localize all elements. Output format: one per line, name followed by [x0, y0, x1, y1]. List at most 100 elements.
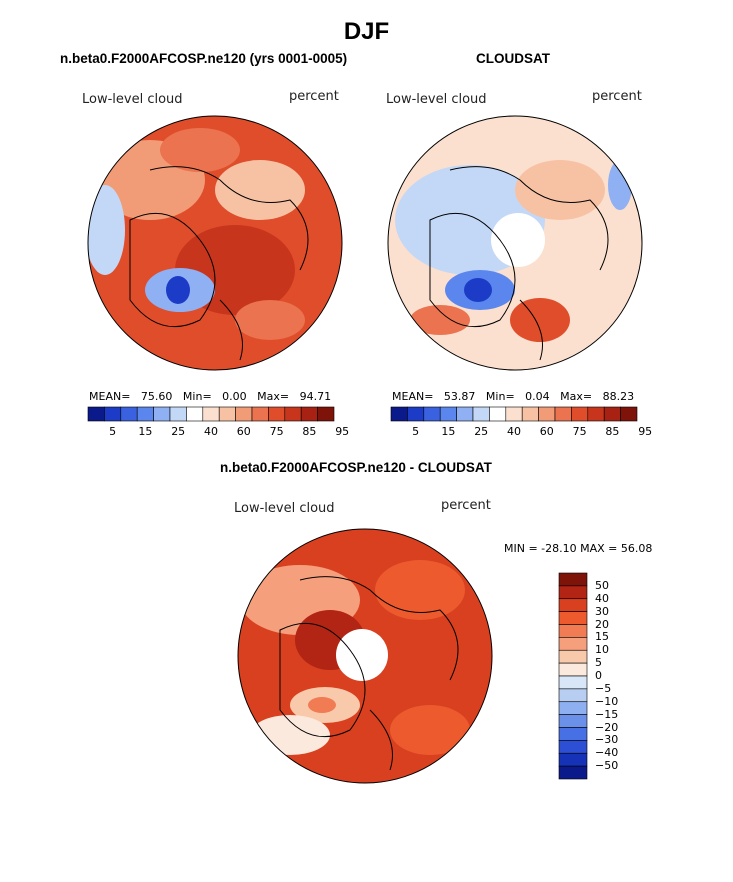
colorbar-swatch [136, 406, 154, 422]
colorbar-swatch [620, 406, 638, 422]
mean-label: MEAN= [89, 390, 131, 403]
colorbar-tick-label: 5 [109, 425, 117, 438]
colorbar-tick-label: 85 [605, 425, 620, 438]
colorbar-tick-label: −50 [595, 759, 619, 773]
min-value: 0.00 [222, 390, 247, 403]
colorbar-swatch [456, 406, 474, 422]
max-label: Max= [560, 390, 593, 403]
colorbar-swatch [300, 406, 318, 422]
colorbar-swatch [558, 585, 588, 600]
colorbar-swatch [558, 727, 588, 741]
panel2-label-left: Low-level cloud [386, 92, 487, 107]
mean-label: MEAN= [392, 390, 434, 403]
colorbar-tick-label: 75 [269, 425, 284, 438]
colorbar-swatch [87, 406, 105, 422]
colorbar-tick-label: −10 [595, 694, 619, 708]
colorbar-tick-label: 15 [441, 425, 456, 438]
colorbar-cloudsat [390, 406, 638, 422]
colorbar-swatch [317, 406, 335, 422]
panel3-minmax: MIN = -28.10 MAX = 56.08 [504, 542, 653, 555]
colorbar-swatch [251, 406, 269, 422]
colorbar-model [87, 406, 335, 422]
colorbar-swatch [558, 701, 588, 715]
colorbar-swatch [104, 406, 122, 422]
colorbar-tick-label: 85 [302, 425, 317, 438]
colorbar-swatch [268, 406, 286, 422]
colorbar-tick-label: 60 [236, 425, 251, 438]
colorbar-tick-label: 25 [474, 425, 489, 438]
colorbar-tick-label: 5 [412, 425, 420, 438]
colorbar-swatch [472, 406, 490, 422]
colorbar-tick-label: 10 [595, 643, 609, 657]
colorbar-swatch [558, 752, 588, 767]
colorbar-swatch [505, 406, 523, 422]
colorbar-swatch [558, 611, 588, 625]
panel1-label-right: percent [289, 89, 339, 104]
panel1-label-left: Low-level cloud [82, 92, 183, 107]
colorbar-swatch [489, 406, 507, 422]
colorbar-tick-label: −20 [595, 720, 619, 734]
colorbar-tick-label: 95 [335, 425, 350, 438]
max-value: 88.23 [602, 390, 635, 403]
colorbar-tick-label: −40 [595, 746, 619, 760]
colorbar-swatch [202, 406, 220, 422]
colorbar-swatch [284, 406, 302, 422]
colorbar-swatch [439, 406, 457, 422]
colorbar-tick-label: 95 [638, 425, 653, 438]
colorbar-swatch [169, 406, 187, 422]
colorbar-swatch [558, 637, 588, 651]
colorbar-tick-label: −15 [595, 707, 619, 721]
mean-value: 53.87 [443, 390, 476, 403]
colorbar-tick-label: −5 [595, 681, 612, 695]
colorbar-tick-label: 60 [539, 425, 554, 438]
max-value: 94.71 [299, 390, 332, 403]
colorbar-tick-label: 40 [507, 425, 521, 438]
colorbar-swatch [423, 406, 441, 422]
panel2-label-right: percent [592, 89, 642, 104]
colorbar-tick-label: 30 [595, 604, 609, 618]
colorbar-swatch [186, 406, 204, 422]
colorbar-swatch [571, 406, 589, 422]
colorbar-swatch [558, 662, 588, 677]
panel3-label-right: percent [441, 498, 491, 513]
colorbar-swatch [603, 406, 621, 422]
colorbar-tick-label: 5 [595, 656, 602, 670]
colorbar-tick-label: 40 [204, 425, 218, 438]
colorbar-swatch [558, 675, 588, 690]
colorbar-swatch [554, 406, 572, 422]
colorbar-swatch [558, 688, 588, 703]
mean-value: 75.60 [140, 390, 173, 403]
colorbar-swatch [558, 598, 588, 612]
colorbar-tick-label: −30 [595, 733, 619, 747]
colorbar-swatch [558, 572, 588, 587]
panel2-heading: CLOUDSAT [476, 51, 550, 66]
min-value: 0.04 [525, 390, 550, 403]
panel2-stats: MEAN= 53.87 Min= 0.04 Max= 88.23 [392, 390, 634, 403]
map1-field [88, 116, 342, 370]
colorbar-swatch [521, 406, 539, 422]
colorbar-swatch [235, 406, 253, 422]
colorbar-swatch [558, 765, 588, 780]
colorbar-tick-label: 15 [595, 630, 609, 644]
page-title: DJF [343, 18, 390, 45]
colorbar-tick-label: 50 [595, 578, 609, 592]
colorbar-swatch [558, 714, 588, 728]
colorbar-swatch [587, 406, 605, 422]
colorbar-difference [558, 572, 588, 780]
max-label: Max= [257, 390, 290, 403]
colorbar-swatch [390, 406, 408, 422]
colorbar-tick-label: 75 [572, 425, 587, 438]
colorbar-swatch [407, 406, 425, 422]
min-label: Min= [182, 390, 212, 403]
colorbar-tick-label: 15 [138, 425, 153, 438]
colorbar-swatch [120, 406, 138, 422]
colorbar-tick-label: 40 [595, 591, 609, 605]
colorbar-tick-label: 20 [595, 617, 609, 631]
panel1-heading: n.beta0.F2000AFCOSP.ne120 (yrs 0001-0005… [60, 51, 348, 66]
colorbar-swatch [558, 649, 588, 664]
colorbar-swatch [153, 406, 171, 422]
colorbar-swatch [558, 624, 588, 638]
colorbar-swatch [218, 406, 236, 422]
colorbar-tick-label: 0 [595, 669, 602, 682]
min-label: Min= [485, 390, 515, 403]
